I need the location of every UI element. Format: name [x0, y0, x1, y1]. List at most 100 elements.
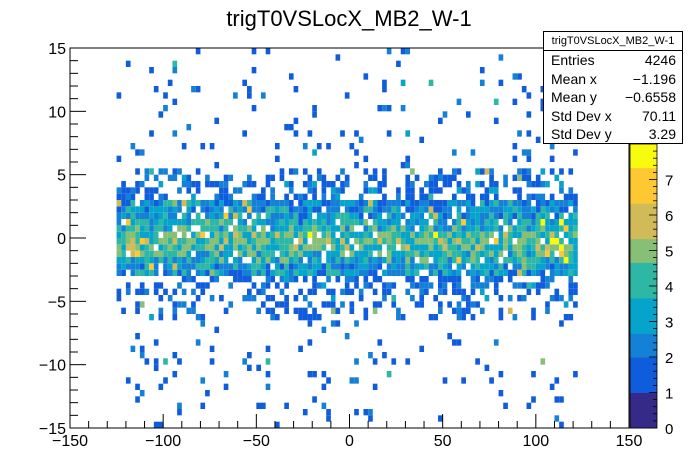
histogram-bin [545, 257, 550, 264]
histogram-bin [181, 288, 187, 295]
histogram-bin [424, 219, 429, 226]
histogram-bin [172, 67, 178, 74]
histogram-bin [456, 98, 462, 105]
histogram-bin [288, 73, 294, 80]
histogram-bin [125, 282, 131, 289]
histogram-bin [172, 244, 178, 251]
histogram-bin [247, 231, 252, 238]
histogram-bin [344, 269, 350, 276]
histogram-bin [270, 193, 275, 200]
histogram-bin [121, 193, 126, 200]
histogram-bin [498, 250, 504, 257]
histogram-bin [549, 257, 555, 264]
histogram-bin [507, 231, 513, 238]
histogram-bin [163, 219, 168, 226]
histogram-bin [340, 187, 345, 194]
histogram-bin [568, 187, 574, 194]
histogram-bin [125, 257, 131, 264]
histogram-bin [228, 301, 234, 308]
histogram-bin [368, 269, 373, 276]
histogram-bin [489, 257, 494, 264]
histogram-bin [368, 415, 373, 422]
histogram-bin [470, 250, 476, 257]
histogram-bin [428, 225, 434, 232]
histogram-bin [484, 269, 490, 276]
histogram-bin [354, 162, 359, 169]
histogram-bin [372, 307, 378, 314]
histogram-bin [223, 231, 229, 238]
x-tick-label: 50 [434, 433, 452, 450]
histogram-bin [260, 231, 266, 238]
histogram-bin [424, 244, 429, 251]
histogram-bin [465, 231, 471, 238]
histogram-bin [559, 181, 564, 188]
histogram-bin [149, 263, 154, 270]
palette-band [630, 345, 657, 358]
histogram-bin [400, 48, 406, 55]
histogram-bin [568, 269, 574, 276]
histogram-bin [517, 244, 522, 251]
histogram-bin [377, 181, 383, 188]
histogram-bin [372, 219, 378, 226]
histogram-bin [177, 225, 182, 232]
histogram-bin [270, 276, 275, 283]
histogram-bin [540, 276, 546, 283]
histogram-bin [321, 301, 327, 308]
histogram-bin [428, 231, 434, 238]
histogram-bin [330, 187, 336, 194]
histogram-bin [358, 295, 364, 302]
histogram-bin [358, 206, 364, 213]
histogram-bin [251, 206, 257, 213]
histogram-bin [316, 257, 322, 264]
histogram-bin [191, 193, 196, 200]
histogram-bin [410, 295, 415, 302]
histogram-bin [274, 212, 280, 219]
histogram-bin [479, 206, 485, 213]
histogram-bin [503, 181, 508, 188]
histogram-bins [116, 48, 578, 428]
histogram-bin [186, 307, 192, 314]
histogram-bin [302, 193, 308, 200]
histogram-bin [461, 244, 466, 251]
histogram-bin [200, 225, 206, 232]
histogram-bin [139, 352, 145, 359]
histogram-bin [335, 320, 341, 327]
histogram-bin [265, 345, 271, 352]
histogram-bin [172, 307, 178, 314]
histogram-bin [172, 200, 178, 207]
histogram-bin [237, 206, 243, 213]
histogram-bin [470, 276, 476, 283]
histogram-bin [382, 288, 387, 295]
histogram-bin [167, 212, 173, 219]
histogram-bin [298, 345, 303, 352]
histogram-bin [433, 174, 439, 181]
histogram-bin [214, 244, 220, 251]
histogram-bin [209, 231, 215, 238]
histogram-bin [125, 206, 131, 213]
histogram-bin [479, 67, 485, 74]
histogram-bin [535, 136, 541, 143]
histogram-bin [307, 244, 313, 251]
histogram-bin [270, 200, 275, 207]
histogram-bin [335, 307, 341, 314]
histogram-bin [326, 212, 331, 219]
histogram-bin [531, 269, 536, 276]
histogram-bin [493, 225, 499, 232]
histogram-bin [554, 212, 560, 219]
histogram-bin [563, 219, 569, 226]
histogram-bin [475, 219, 480, 226]
histogram-bin [316, 314, 322, 321]
histogram-bin [195, 86, 201, 93]
histogram-bin [181, 231, 187, 238]
x-tick-label: −100 [145, 433, 181, 450]
histogram-bin [316, 168, 322, 175]
histogram-bin [223, 193, 229, 200]
histogram-bin [400, 263, 406, 270]
histogram-bin [302, 314, 308, 321]
histogram-bin [424, 288, 429, 295]
histogram-bin [116, 263, 122, 270]
histogram-bin [195, 48, 201, 55]
histogram-bin [447, 174, 452, 181]
histogram-bin [498, 225, 504, 232]
